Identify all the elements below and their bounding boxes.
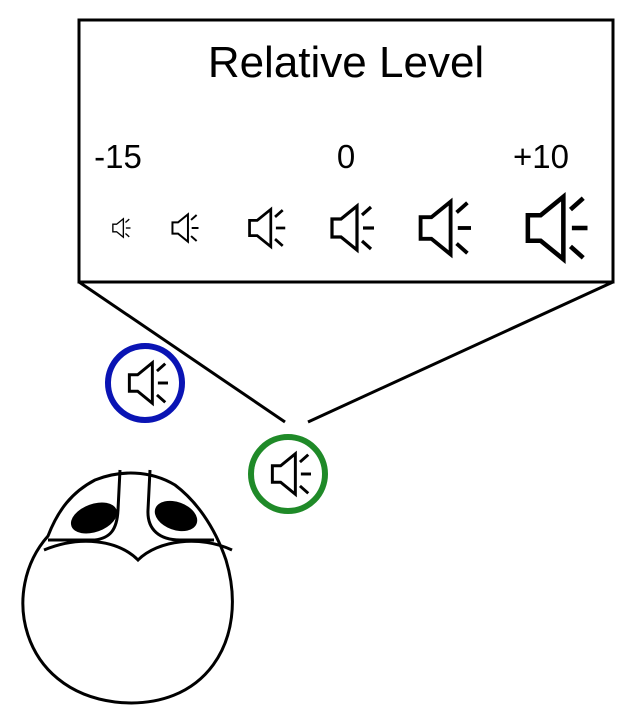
panel-title: Relative Level xyxy=(208,38,484,87)
head-cheek-line xyxy=(43,539,233,563)
zoom-line-right xyxy=(307,280,614,424)
level-label-min: -15 xyxy=(94,138,142,175)
level-label-mid: 0 xyxy=(337,138,355,175)
source-a xyxy=(105,343,185,423)
source-b xyxy=(248,434,328,514)
level-panel xyxy=(77,18,615,284)
head-ear-left xyxy=(70,502,118,534)
listener-head-icon xyxy=(21,469,234,705)
head-nose xyxy=(48,469,122,542)
head-ear-right xyxy=(154,500,198,532)
head-outline xyxy=(21,471,234,705)
head-nose-right xyxy=(146,469,214,542)
level-label-max: +10 xyxy=(513,138,569,175)
zoom-line-left xyxy=(78,280,286,424)
